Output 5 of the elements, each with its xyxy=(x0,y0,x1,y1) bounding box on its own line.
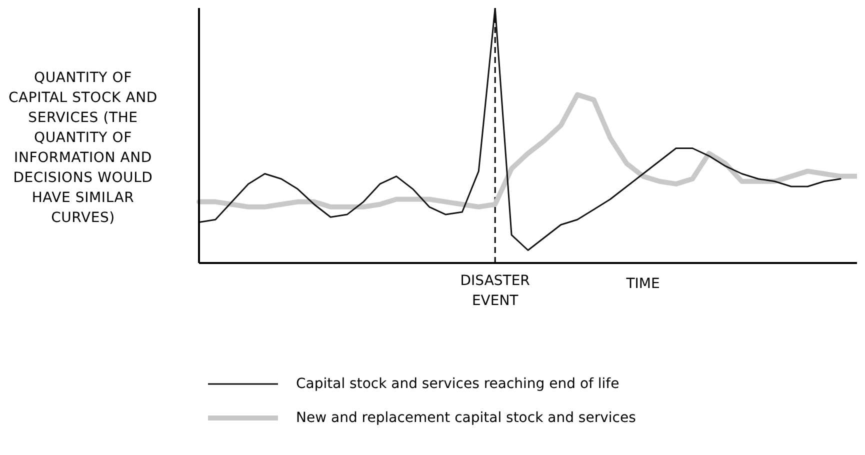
x-axis-title: TIME xyxy=(625,276,660,292)
legend-label: Capital stock and services reaching end of life xyxy=(296,376,620,392)
legend-label: New and replacement capital stock and services xyxy=(296,410,636,426)
text: DISASTER EVENT xyxy=(460,273,530,309)
y-axis-title: QUANTITY OF CAPITAL STOCK AND SERVICES (THE QUANTITY OF INFORMATION AND DECISIONS WOULD HAVE SIMILAR CURVES) xyxy=(8,69,158,228)
